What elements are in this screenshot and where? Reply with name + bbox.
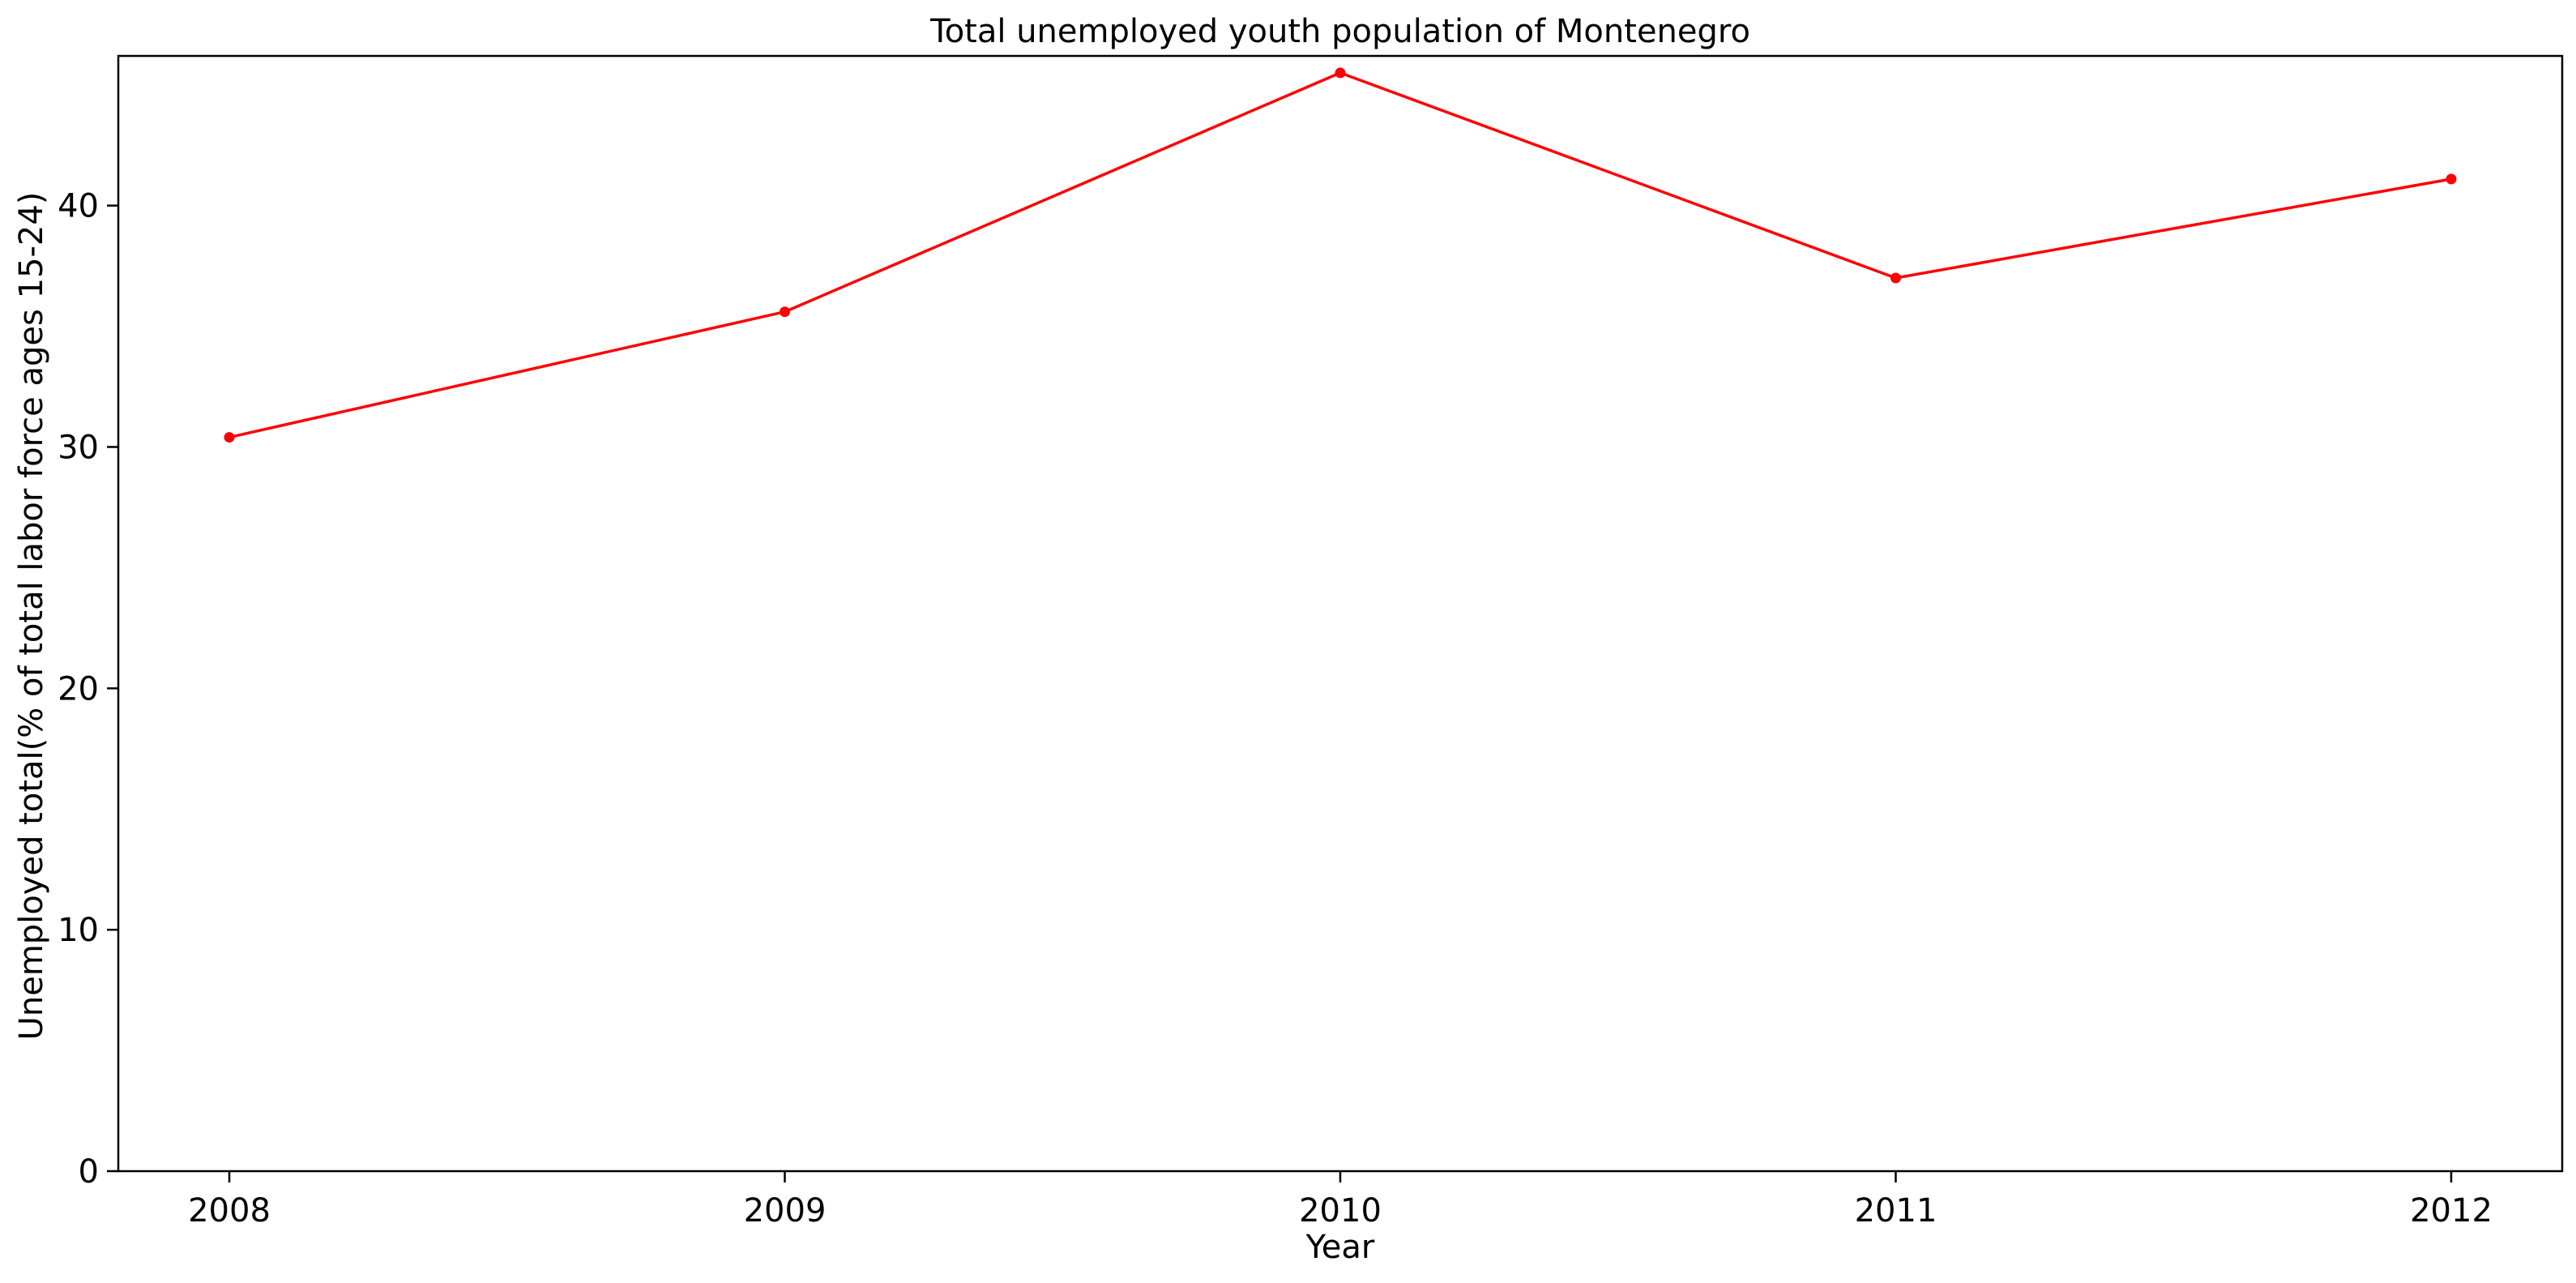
x-tick-label: 2009 [744,1192,827,1230]
y-axis-label: Unemployed total(% of total labor force … [13,192,50,1041]
data-point [1890,272,1901,284]
y-tick-label: 30 [58,429,99,466]
data-point [224,432,235,443]
x-tick-label: 2010 [1299,1192,1382,1230]
y-tick-label: 0 [79,1153,99,1191]
y-tick-label: 10 [58,912,99,949]
x-tick-label: 2008 [188,1192,271,1230]
x-tick-label: 2012 [2410,1192,2493,1230]
data-point [780,306,790,318]
chart-title: Total unemployed youth population of Mon… [929,13,1750,50]
data-point [1335,67,1346,79]
x-axis-label: Year [1305,1229,1375,1266]
plot-frame [117,54,2564,1173]
data-point [2446,173,2457,185]
y-tick-label: 40 [58,188,99,225]
y-tick-label: 20 [58,670,99,708]
series-layer [224,67,2457,443]
y-axis-ticks: 0 10 20 30 40 [58,188,118,1191]
x-tick-label: 2011 [1855,1192,1937,1230]
x-axis-ticks: 2008 2009 2010 2011 2012 [188,1171,2493,1230]
